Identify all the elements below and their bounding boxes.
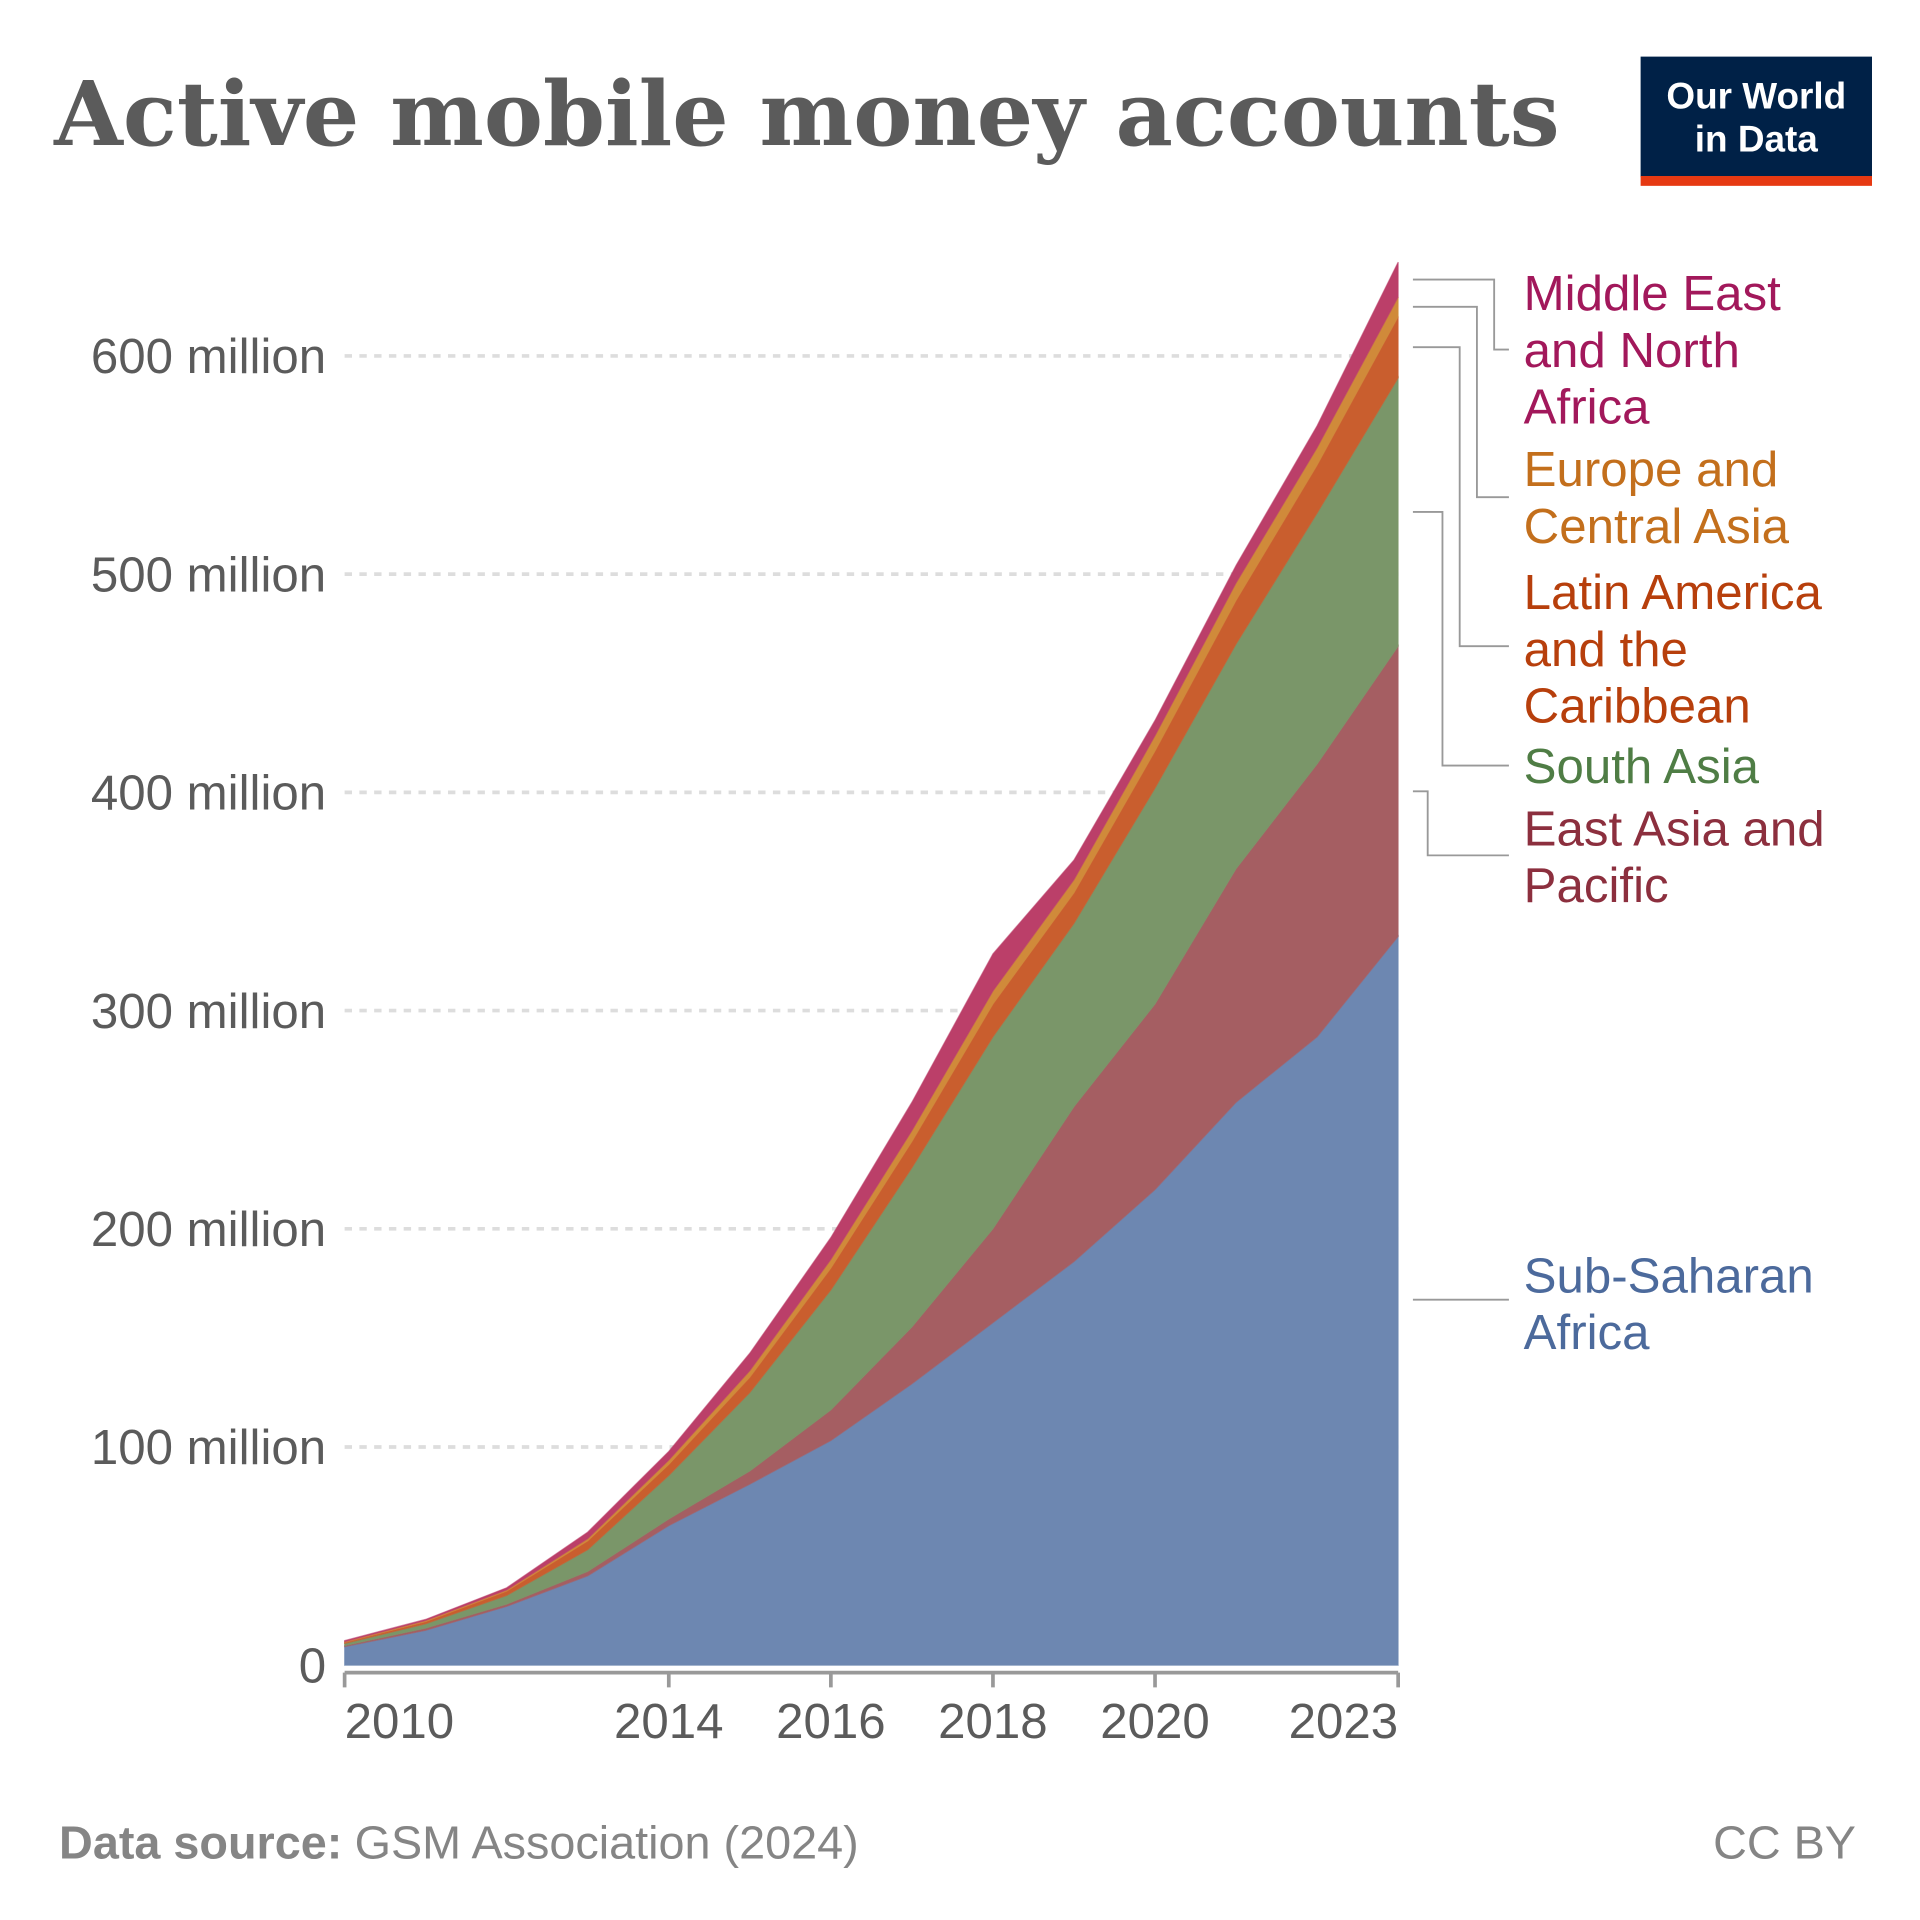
source-text: GSM Association (2024) <box>355 1816 859 1868</box>
y-tick-label: 200 million <box>91 1202 326 1257</box>
logo-background <box>1640 56 1872 178</box>
label-leader-line <box>1412 305 1509 499</box>
series-label-line: South Asia <box>1524 739 1760 794</box>
series-label-line: Central Asia <box>1524 499 1790 554</box>
source-label: Data source: <box>59 1816 342 1868</box>
axes: 0 100 million 200 million 300 million 400 mi… <box>91 329 1400 1749</box>
y-tick-label: 0 <box>299 1638 326 1693</box>
area-middle-east-and-north-africa[interactable] <box>344 261 1399 1643</box>
label-leader-line <box>1412 278 1509 351</box>
y-tick-label: 400 million <box>91 766 326 821</box>
logo-text-line2: in Data <box>1695 118 1819 159</box>
chart-title: Active mobile money accounts <box>53 62 1559 166</box>
x-tick-label: 2023 <box>1289 1694 1399 1749</box>
logo-text-line1: Our World <box>1666 75 1846 116</box>
owid-logo: Our World in Data <box>1640 56 1872 186</box>
series-label-line: Pacific <box>1524 858 1669 913</box>
series-label: Europe and Central Asia <box>1524 442 1790 554</box>
series-label-line: Europe and <box>1524 442 1779 497</box>
x-tick-label: 2020 <box>1100 1694 1210 1749</box>
y-tick-label: 600 million <box>91 329 326 384</box>
series-label-line: and North <box>1524 323 1740 378</box>
series-label: East Asia and Pacific <box>1524 802 1825 914</box>
series-label-line: East Asia and <box>1524 802 1825 857</box>
series-label: Sub-Saharan Africa <box>1524 1248 1814 1360</box>
x-tick-label: 2010 <box>345 1694 455 1749</box>
series-label-line: Sub-Saharan <box>1524 1248 1814 1303</box>
stacked-areas <box>344 261 1399 1666</box>
series-label-line: Latin America <box>1524 565 1823 620</box>
series-label-line: Africa <box>1524 1305 1650 1360</box>
x-tick-label: 2018 <box>938 1694 1048 1749</box>
label-leader-line <box>1412 346 1509 648</box>
series-label-line: Caribbean <box>1524 678 1751 733</box>
series-label: Middle East and North Africa <box>1524 266 1781 434</box>
series-label-line: Africa <box>1524 379 1650 434</box>
logo-accent-bar <box>1640 176 1872 186</box>
y-tick-label: 500 million <box>91 547 326 602</box>
y-tick-label: 300 million <box>91 984 326 1039</box>
x-tick-label: 2016 <box>776 1694 886 1749</box>
label-leader-line <box>1412 511 1509 767</box>
series-label-line: Middle East <box>1524 266 1781 321</box>
y-tick-label: 100 million <box>91 1420 326 1475</box>
footer-source: Data source: GSM Association (2024) <box>59 1816 859 1868</box>
label-leader-line <box>1412 790 1509 857</box>
x-tick-label: 2014 <box>614 1694 724 1749</box>
series-label: South Asia <box>1524 739 1760 794</box>
series-label: Latin America and the Caribbean <box>1524 565 1823 733</box>
license-link[interactable]: CC BY <box>1713 1816 1856 1868</box>
series-label-line: and the <box>1524 622 1688 677</box>
